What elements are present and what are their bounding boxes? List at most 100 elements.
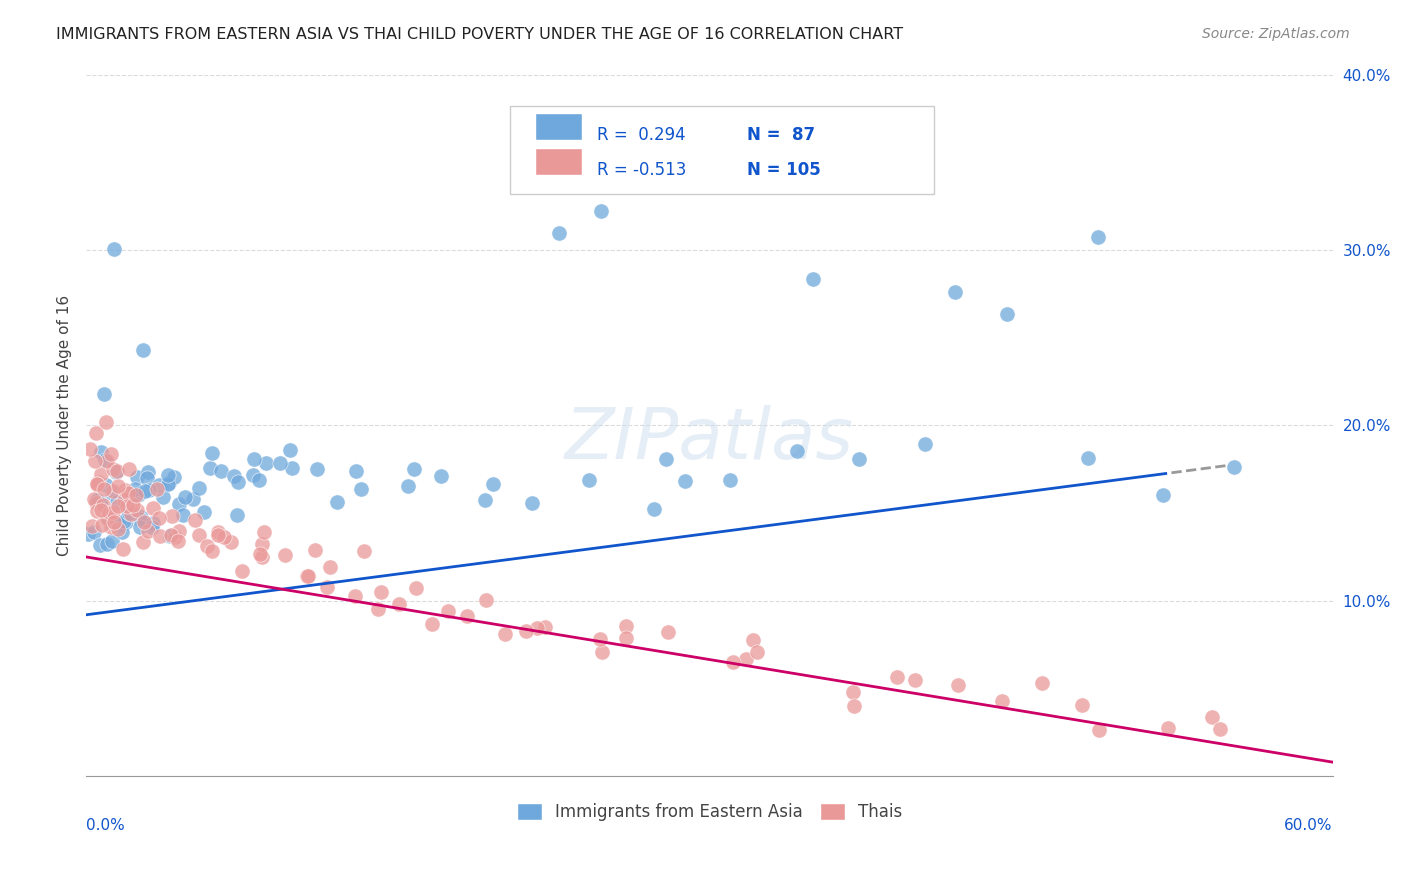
Point — [125, 503, 148, 517]
Point — [207, 528, 229, 542]
Point — [718, 473, 741, 487]
Point — [90, 445, 112, 459]
Point — [243, 452, 266, 467]
Point — [152, 490, 174, 504]
Point — [136, 524, 159, 538]
Point — [367, 601, 389, 615]
Point — [149, 529, 172, 543]
Point — [280, 442, 302, 457]
Point — [114, 483, 136, 498]
Point — [201, 544, 224, 558]
Point — [86, 426, 108, 441]
Point — [304, 543, 326, 558]
Point — [250, 537, 273, 551]
Point — [591, 204, 613, 219]
Point — [101, 533, 124, 548]
Point — [132, 535, 155, 549]
Point — [120, 508, 142, 522]
Point — [107, 522, 129, 536]
Point — [209, 464, 232, 478]
Point — [160, 508, 183, 523]
Point — [734, 652, 756, 666]
Point — [786, 444, 808, 458]
Point — [83, 524, 105, 539]
Point — [231, 564, 253, 578]
Point — [614, 619, 637, 633]
Point — [297, 568, 319, 582]
Point — [319, 560, 342, 574]
Point — [89, 495, 111, 509]
Point — [1087, 230, 1109, 244]
Point — [112, 514, 135, 528]
Point — [420, 616, 443, 631]
Point — [107, 500, 129, 514]
Point — [184, 513, 207, 527]
Point — [100, 486, 122, 500]
Text: N = 105: N = 105 — [747, 161, 821, 178]
Point — [842, 699, 865, 714]
Point — [136, 471, 159, 485]
Text: Source: ZipAtlas.com: Source: ZipAtlas.com — [1202, 27, 1350, 41]
Point — [105, 465, 128, 479]
Point — [430, 469, 453, 483]
Point — [138, 465, 160, 479]
Point — [163, 530, 186, 544]
Point — [148, 511, 170, 525]
Point — [1201, 710, 1223, 724]
Point — [111, 541, 134, 556]
Point — [86, 476, 108, 491]
Point — [157, 476, 180, 491]
Point — [224, 469, 246, 483]
Point — [125, 469, 148, 483]
Point — [157, 468, 180, 483]
Point — [90, 503, 112, 517]
Point — [129, 520, 152, 534]
Point — [89, 538, 111, 552]
Point — [252, 549, 274, 564]
Point — [589, 632, 612, 646]
Point — [160, 528, 183, 542]
Point — [591, 645, 613, 659]
Point — [107, 518, 129, 533]
Point — [96, 415, 118, 429]
Point — [103, 242, 125, 256]
Point — [111, 524, 134, 539]
Point — [305, 462, 328, 476]
Point — [159, 529, 181, 543]
Point — [105, 495, 128, 509]
Point — [247, 473, 270, 487]
Point — [132, 515, 155, 529]
Point — [86, 476, 108, 491]
Point — [614, 631, 637, 645]
Point — [326, 495, 349, 509]
Point — [742, 633, 765, 648]
Point — [195, 540, 218, 554]
Point — [174, 490, 197, 504]
Point — [207, 524, 229, 539]
Point — [101, 462, 124, 476]
Point — [134, 483, 156, 498]
Point — [96, 510, 118, 524]
Point — [655, 452, 678, 467]
Point — [1077, 450, 1099, 465]
Point — [886, 670, 908, 684]
Point — [482, 477, 505, 491]
Point — [914, 437, 936, 451]
Point — [657, 625, 679, 640]
Point — [79, 442, 101, 457]
Point — [114, 515, 136, 529]
Point — [673, 474, 696, 488]
Point — [219, 535, 242, 549]
Point — [344, 589, 367, 603]
Point — [91, 517, 114, 532]
Point — [157, 475, 180, 490]
Point — [125, 488, 148, 502]
Point — [402, 462, 425, 476]
Point — [96, 453, 118, 467]
Point — [370, 585, 392, 599]
Point — [547, 227, 569, 241]
Point — [76, 526, 98, 541]
Point — [1031, 675, 1053, 690]
Point — [115, 499, 138, 513]
Point — [80, 519, 103, 533]
